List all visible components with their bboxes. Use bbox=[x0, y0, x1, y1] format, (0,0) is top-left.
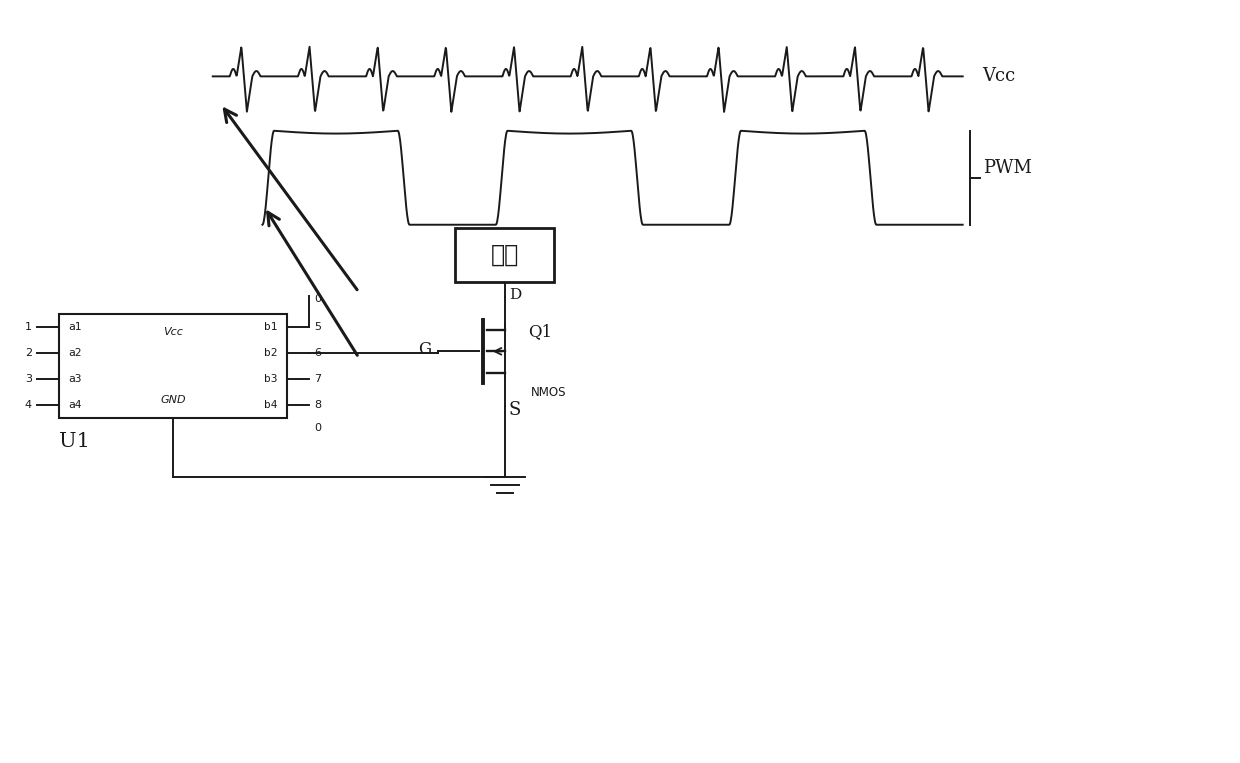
Text: 8: 8 bbox=[314, 400, 321, 410]
Text: 2: 2 bbox=[25, 348, 32, 358]
Text: b1: b1 bbox=[264, 322, 278, 332]
Text: S: S bbox=[508, 401, 521, 419]
Text: 3: 3 bbox=[25, 374, 32, 384]
Text: a3: a3 bbox=[68, 374, 82, 384]
Text: Q1: Q1 bbox=[528, 323, 553, 340]
Text: Vcc: Vcc bbox=[164, 327, 184, 336]
Text: a4: a4 bbox=[68, 400, 82, 410]
Text: 5: 5 bbox=[314, 322, 321, 332]
Text: D: D bbox=[508, 288, 521, 302]
Text: G: G bbox=[418, 341, 432, 358]
Bar bbox=[58, 314, 288, 417]
Bar bbox=[455, 227, 554, 282]
Text: NMOS: NMOS bbox=[531, 386, 567, 399]
Text: b4: b4 bbox=[264, 400, 278, 410]
Text: PWM: PWM bbox=[982, 159, 1032, 177]
Text: a2: a2 bbox=[68, 348, 82, 358]
Text: b2: b2 bbox=[264, 348, 278, 358]
Text: U1: U1 bbox=[58, 433, 89, 452]
Text: 4: 4 bbox=[25, 400, 32, 410]
Text: 0: 0 bbox=[314, 423, 321, 433]
Text: GND: GND bbox=[160, 394, 186, 405]
Text: 负载: 负载 bbox=[491, 243, 518, 267]
Text: 6: 6 bbox=[314, 348, 321, 358]
Text: 7: 7 bbox=[314, 374, 321, 384]
Text: 1: 1 bbox=[25, 322, 32, 332]
Text: b3: b3 bbox=[264, 374, 278, 384]
Text: 0: 0 bbox=[314, 294, 321, 304]
Text: a1: a1 bbox=[68, 322, 82, 332]
Text: Vcc: Vcc bbox=[982, 67, 1016, 85]
